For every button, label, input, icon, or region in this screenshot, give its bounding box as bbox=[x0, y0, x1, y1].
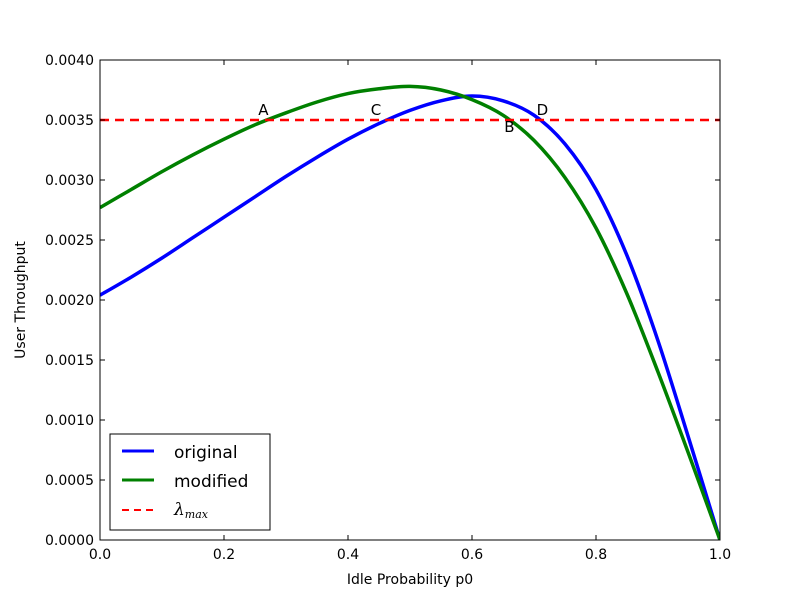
x-tick-label: 1.0 bbox=[709, 547, 731, 563]
annotation-a: A bbox=[258, 101, 269, 119]
series-layer bbox=[100, 84, 720, 540]
y-tick-label: 0.0040 bbox=[45, 53, 94, 69]
annotation-c: C bbox=[371, 101, 381, 119]
y-tick-label: 0.0025 bbox=[45, 233, 94, 249]
x-tick-label: 0.2 bbox=[213, 547, 235, 563]
legend-label-modified: modified bbox=[174, 472, 248, 492]
intersection-annotations: A CBD bbox=[258, 101, 548, 136]
series-line-modified bbox=[100, 84, 720, 540]
series-line-original bbox=[100, 94, 720, 540]
x-tick-label: 0.6 bbox=[461, 547, 483, 563]
y-tick-label: 0.0010 bbox=[45, 413, 94, 429]
legend-label-original: original bbox=[174, 443, 238, 463]
y-tick-label: 0.0000 bbox=[45, 533, 94, 549]
y-tick-label: 0.0035 bbox=[45, 113, 94, 129]
y-tick-label: 0.0015 bbox=[45, 353, 94, 369]
y-tick-label: 0.0030 bbox=[45, 173, 94, 189]
y-axis-label: User Throughput bbox=[13, 241, 29, 359]
y-tick-label: 0.0020 bbox=[45, 293, 94, 309]
annotation-b: B bbox=[504, 118, 514, 136]
axis-ticks: 0.0 0.2 0.4 0.6 0.8 1.0 0.0000 0.0005 0.0010 0.00… bbox=[45, 53, 731, 563]
x-tick-label: 0.8 bbox=[585, 547, 607, 563]
x-tick-label: 0.0 bbox=[89, 547, 111, 563]
y-tick-label: 0.0005 bbox=[45, 473, 94, 489]
legend: original modified λmax bbox=[109, 433, 271, 531]
legend-label-lambda-max: λmax bbox=[173, 500, 209, 521]
x-tick-label: 0.4 bbox=[337, 547, 359, 563]
annotation-d: D bbox=[537, 101, 549, 119]
x-axis-label: Idle Probability p0 bbox=[347, 572, 473, 588]
